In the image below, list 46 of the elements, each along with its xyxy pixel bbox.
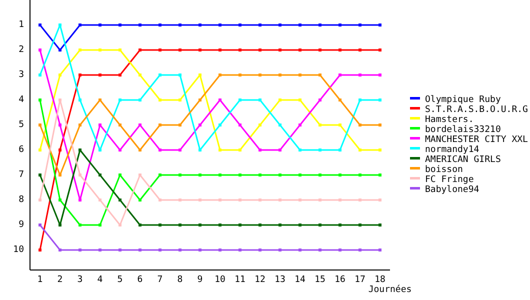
y-tick-label: 3 — [18, 70, 24, 80]
legend-label: bordelais33210 — [425, 125, 501, 135]
x-tick-label: 2 — [57, 275, 63, 285]
line-series — [38, 74, 382, 176]
x-tick-label: 3 — [77, 275, 83, 285]
x-tick-label: 13 — [274, 275, 286, 285]
y-tick-label: 8 — [18, 195, 24, 205]
x-tick-label: 9 — [197, 275, 203, 285]
x-tick-label: 16 — [334, 275, 346, 285]
y-tick-label: 1 — [18, 20, 24, 30]
legend-label: Babylone94 — [425, 185, 480, 195]
legend-label: AMERICAN GIRLS — [425, 155, 501, 165]
y-tick-label: 7 — [18, 170, 24, 180]
line-series — [38, 98, 382, 226]
line-series — [38, 48, 382, 152]
x-tick-label: 11 — [234, 275, 246, 285]
line-series — [38, 148, 382, 226]
y-tick-label: 5 — [18, 120, 24, 130]
legend-label: Olympique Ruby — [425, 95, 502, 105]
x-tick-label: 17 — [354, 275, 366, 285]
y-tick-label: 4 — [18, 95, 24, 105]
legend-label: S.T.R.A.S.B.O.U.R.G — [425, 105, 528, 115]
y-tick-label: 2 — [18, 45, 24, 55]
x-tick-label: 5 — [117, 275, 123, 285]
y-tick-label: 9 — [18, 220, 24, 230]
x-tick-label: 8 — [177, 275, 183, 285]
x-tick-label: 14 — [294, 275, 306, 285]
line-series — [38, 48, 382, 252]
x-axis-title: Journées — [368, 284, 412, 295]
line-series — [38, 48, 382, 202]
x-tick-label: 6 — [137, 275, 143, 285]
x-tick-label: 15 — [314, 275, 326, 285]
x-tick-label: 10 — [214, 275, 226, 285]
legend-label: FC Fringe — [425, 175, 474, 185]
x-tick-label: 1 — [37, 275, 43, 285]
line-series — [38, 24, 382, 152]
x-tick-label: 7 — [157, 275, 163, 285]
x-tick-label: 12 — [254, 275, 266, 285]
legend-label: boisson — [425, 165, 463, 175]
legend-label: normandy14 — [425, 145, 480, 155]
x-tick-label: 4 — [97, 275, 103, 285]
x-tick-label: 18 — [374, 275, 386, 285]
legend-label: MANCHESTER CITY XXL — [425, 135, 528, 145]
y-tick-label: 10 — [13, 245, 24, 255]
legend-label: Hamsters. — [425, 115, 474, 125]
y-tick-label: 6 — [18, 145, 24, 155]
